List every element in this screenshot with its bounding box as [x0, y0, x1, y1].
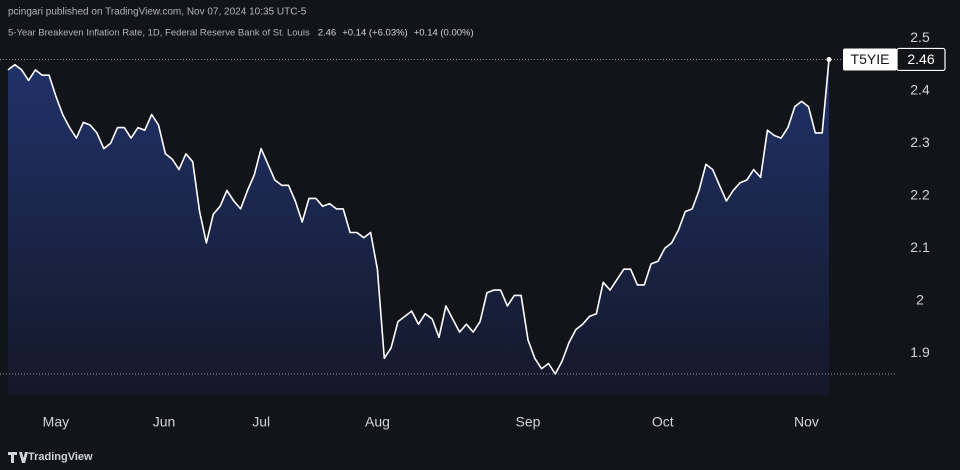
logo: [8, 452, 28, 463]
x-tick-label: Jul: [252, 414, 270, 430]
symbol-badge: [843, 48, 897, 71]
footer: [0, 446, 960, 470]
y-tick-label: 2.5: [910, 29, 930, 45]
y-tick-label: 2.2: [910, 186, 930, 202]
y-tick-label: 2.1: [910, 239, 930, 255]
header-change: +0.14 (+6.03%): [342, 28, 408, 39]
y-tick-label: 2.4: [910, 82, 930, 98]
x-tick-label: Jun: [153, 414, 176, 430]
x-tick-label: Sep: [516, 414, 541, 430]
x-tick-label: Oct: [652, 414, 674, 430]
area-fill: [8, 59, 829, 395]
header-last-value: 2.46: [318, 28, 337, 39]
x-tick-label: Nov: [794, 414, 819, 430]
price-line: [7, 59, 830, 375]
footer-brand: TradingView: [28, 451, 93, 463]
price-badge: [896, 47, 946, 72]
x-tick-label: May: [43, 414, 69, 430]
chart-title: 5-Year Breakeven Inflation Rate, 1D, Fed…: [8, 28, 310, 39]
published-note: pcingari published on TradingView.com, N…: [8, 7, 307, 18]
price-label: 2.46: [907, 51, 934, 67]
plot: 1.9 2 2.1 2.2 2.3 2.4 2.5 May Jun Jul Aug Sep Oct Nov…: [0, 29, 946, 430]
last-point: [826, 56, 832, 62]
y-tick-label: 1.9: [910, 344, 930, 360]
y-tick-label: 2: [916, 291, 924, 307]
x-tick-label: Aug: [365, 414, 390, 430]
symbol-label: T5YIE: [851, 51, 890, 67]
y-tick-label: 2.3: [910, 134, 930, 150]
header-change-2: +0.14 (0.00%): [414, 28, 474, 39]
